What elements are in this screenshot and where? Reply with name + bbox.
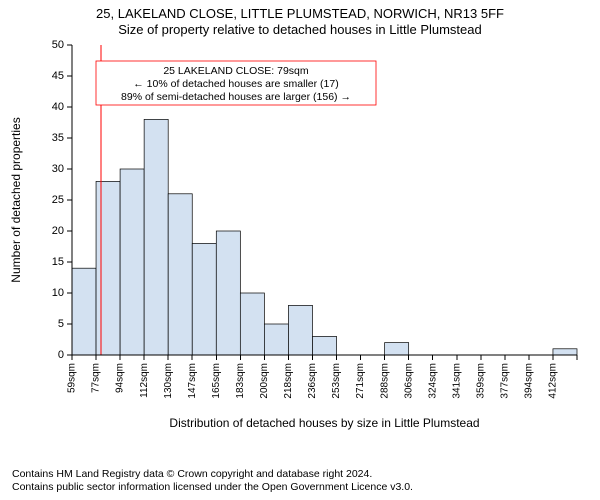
y-tick-label: 10 [52, 286, 64, 298]
x-tick-label: 77sqm [91, 363, 102, 393]
y-axis-label: Number of detached properties [9, 117, 23, 282]
x-tick-label: 165sqm [211, 363, 222, 399]
y-tick-label: 5 [58, 317, 64, 329]
x-tick-label: 271sqm [355, 363, 366, 399]
y-tick-label: 20 [52, 224, 64, 236]
x-tick-label: 112sqm [139, 363, 150, 398]
annotation-line-3: 89% of semi-detached houses are larger (… [121, 91, 351, 103]
x-tick-label: 324sqm [427, 363, 438, 399]
y-tick-label: 25 [52, 193, 64, 205]
x-tick-label: 306sqm [403, 363, 414, 399]
x-tick-label: 359sqm [475, 363, 486, 399]
footer-line-2: Contains public sector information licen… [12, 481, 600, 495]
y-tick-label: 40 [52, 100, 64, 112]
title-line-2: Size of property relative to detached ho… [0, 22, 600, 38]
histogram-bar [216, 231, 240, 355]
chart-title-block: 25, LAKELAND CLOSE, LITTLE PLUMSTEAD, NO… [0, 0, 600, 39]
histogram-chart: 0 5 10 15 20 25 30 35 40 45 50 59sqm 77sqm 94sqm 112sq… [0, 39, 600, 459]
x-tick-label: 94sqm [115, 363, 126, 393]
histogram-bar [96, 181, 120, 355]
histogram-bar [288, 305, 312, 355]
annotation-line-2: ← 10% of detached houses are smaller (17… [133, 78, 338, 90]
histogram-bar [72, 268, 96, 355]
attribution-footer: Contains HM Land Registry data © Crown c… [0, 468, 600, 495]
annotation-line-1: 25 LAKELAND CLOSE: 79sqm [163, 65, 309, 77]
histogram-bar [192, 243, 216, 355]
title-line-1: 25, LAKELAND CLOSE, LITTLE PLUMSTEAD, NO… [0, 6, 600, 22]
y-tick-label: 0 [58, 348, 64, 360]
histogram-bar [264, 324, 288, 355]
footer-line-1: Contains HM Land Registry data © Crown c… [12, 468, 600, 482]
y-tick-label: 15 [52, 255, 64, 267]
histogram-bar [553, 348, 577, 354]
x-tick-label: 236sqm [307, 363, 318, 399]
y-tick-label: 50 [52, 39, 64, 51]
histogram-bar [168, 193, 192, 354]
y-tick-label: 35 [52, 131, 64, 143]
x-tick-label: 253sqm [331, 363, 342, 399]
y-tick-label: 30 [52, 162, 64, 174]
histogram-bar [240, 293, 264, 355]
x-tick-label: 412sqm [548, 363, 559, 399]
histogram-bar [120, 169, 144, 355]
x-tick-label: 288sqm [379, 363, 390, 399]
x-tick-label: 130sqm [163, 363, 174, 399]
x-tick-label: 147sqm [187, 363, 198, 399]
x-tick-label: 341sqm [451, 363, 462, 399]
histogram-bar [312, 336, 336, 355]
histogram-bar [385, 342, 409, 354]
x-tick-label: 183sqm [235, 363, 246, 399]
y-tick-label: 45 [52, 69, 64, 81]
x-tick-label: 59sqm [67, 363, 78, 393]
x-tick-label: 377sqm [499, 363, 510, 399]
x-tick-label: 394sqm [524, 363, 535, 399]
x-tick-label: 218sqm [283, 363, 294, 399]
histogram-bar [144, 119, 168, 355]
x-axis-label: Distribution of detached houses by size … [169, 416, 479, 430]
x-tick-label: 200sqm [259, 363, 270, 399]
